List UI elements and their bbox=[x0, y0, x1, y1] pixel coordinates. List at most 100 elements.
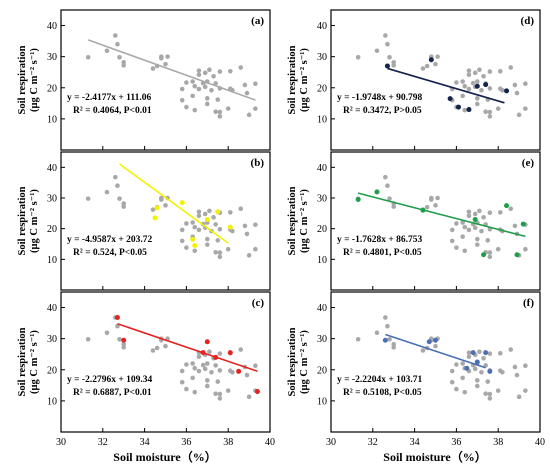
scatter-point bbox=[205, 96, 210, 101]
highlight-point bbox=[190, 236, 196, 242]
scatter-point bbox=[523, 363, 528, 369]
scatter-point bbox=[244, 231, 250, 237]
scatter-point bbox=[238, 65, 244, 70]
scatter-point bbox=[253, 363, 258, 369]
plot-frame bbox=[60, 151, 271, 291]
scatter-point bbox=[115, 41, 120, 47]
scatter-point bbox=[113, 174, 118, 180]
scatter-point bbox=[159, 54, 164, 59]
scatter-point bbox=[483, 109, 488, 115]
scatter-point bbox=[454, 221, 459, 226]
scatter-point bbox=[104, 330, 110, 336]
scatter-point bbox=[420, 66, 426, 71]
scatter-point bbox=[163, 203, 168, 208]
scatter-point bbox=[246, 394, 252, 400]
regression-equation: y = -1.7628x + 86.753 bbox=[337, 235, 422, 245]
scatter-point bbox=[104, 189, 110, 195]
scatter-point bbox=[516, 112, 522, 118]
scatter-point bbox=[497, 350, 503, 356]
regression-equation: y = -2.2796x + 109.34 bbox=[67, 375, 152, 385]
scatter-point bbox=[387, 54, 392, 60]
scatter-point bbox=[383, 33, 388, 38]
scatter-point bbox=[150, 207, 156, 212]
y-axis-label: Soil respiration bbox=[17, 327, 28, 396]
scatter-point bbox=[179, 86, 185, 92]
scatter-point bbox=[391, 63, 397, 68]
y-tick-label: 40 bbox=[47, 303, 57, 314]
highlight-point bbox=[227, 224, 233, 230]
scatter-point bbox=[202, 211, 208, 217]
scatter-point bbox=[213, 109, 218, 115]
y-tick-label: 10 bbox=[317, 396, 327, 407]
y-tick-label: 20 bbox=[317, 224, 327, 235]
scatter-point bbox=[196, 227, 202, 233]
scatter-point bbox=[449, 379, 455, 385]
scatter-point bbox=[209, 369, 214, 375]
regression-equation: y = -2.2204x + 103.71 bbox=[337, 375, 422, 385]
scatter-point bbox=[213, 391, 218, 397]
scatter-point bbox=[512, 223, 518, 229]
x-tick-labels-left: 30 32 34 36 38 40 bbox=[56, 437, 275, 448]
scatter-point bbox=[213, 222, 218, 227]
scatter-point bbox=[196, 72, 202, 78]
y-tick-label: 30 bbox=[317, 194, 327, 205]
plot-frame bbox=[60, 9, 271, 151]
x-tick-label: 36 bbox=[181, 437, 191, 448]
highlight-point bbox=[254, 389, 260, 395]
scatter-point bbox=[466, 213, 472, 219]
y-axis-label: Soil respiration bbox=[287, 45, 298, 114]
scatter-point bbox=[462, 248, 468, 254]
scatter-point bbox=[387, 336, 392, 342]
scatter-point bbox=[217, 396, 223, 401]
scatter-point bbox=[196, 86, 202, 92]
x-tick-labels-right: 30 32 34 36 38 40 bbox=[326, 437, 545, 448]
scatter-point bbox=[121, 204, 126, 209]
y-tick-label: 10 bbox=[317, 255, 327, 266]
highlight-point bbox=[520, 221, 526, 227]
scatter-point bbox=[472, 225, 478, 231]
scatter-point bbox=[462, 389, 468, 395]
scatter-point bbox=[475, 383, 480, 389]
scatter-point bbox=[466, 86, 472, 92]
scatter-point bbox=[202, 84, 208, 90]
y-tick-label: 30 bbox=[317, 334, 327, 345]
scatter-point bbox=[487, 391, 493, 397]
scatter-point bbox=[481, 355, 486, 361]
scatter-point bbox=[213, 249, 218, 255]
scatter-point bbox=[205, 101, 210, 107]
scatter-point bbox=[487, 114, 493, 119]
scatter-point bbox=[200, 362, 206, 368]
scatter-point bbox=[205, 242, 210, 247]
scatter-point bbox=[449, 227, 455, 233]
scatter-point bbox=[238, 347, 244, 352]
scatter-point bbox=[485, 238, 491, 243]
scatter-point bbox=[454, 80, 459, 85]
scatter-point bbox=[355, 54, 361, 60]
highlight-point bbox=[487, 368, 493, 374]
highlight-point bbox=[179, 200, 185, 206]
scatter-point bbox=[217, 226, 223, 232]
scatter-point bbox=[449, 238, 455, 244]
panel-e: 10 20 30 40 Soil respiration (μg C m⁻² s⁻¹) (e… bbox=[287, 151, 541, 291]
highlight-point bbox=[472, 216, 478, 222]
scatter-point bbox=[454, 362, 459, 367]
scatter-point bbox=[512, 82, 518, 88]
regression-line bbox=[119, 163, 229, 244]
y-tick-label: 30 bbox=[47, 334, 57, 345]
scatter-point bbox=[253, 106, 258, 111]
scatter-point bbox=[205, 383, 210, 389]
scatter-point bbox=[179, 238, 185, 244]
x-tick-label: 30 bbox=[56, 437, 66, 448]
scatter-point bbox=[192, 224, 198, 230]
scatter-point bbox=[207, 67, 212, 73]
scatter-point bbox=[481, 73, 486, 79]
scatter-point bbox=[387, 196, 392, 201]
panel-label: (e) bbox=[522, 157, 535, 169]
scatter-point bbox=[479, 228, 484, 234]
y-axis-unit-label: (μg C m⁻² s⁻¹) bbox=[299, 48, 310, 112]
panel-label: (f) bbox=[523, 297, 534, 309]
scatter-point bbox=[207, 349, 212, 355]
y-tick-label: 40 bbox=[317, 21, 327, 32]
highlight-point bbox=[504, 203, 510, 209]
regression-line bbox=[87, 39, 256, 101]
